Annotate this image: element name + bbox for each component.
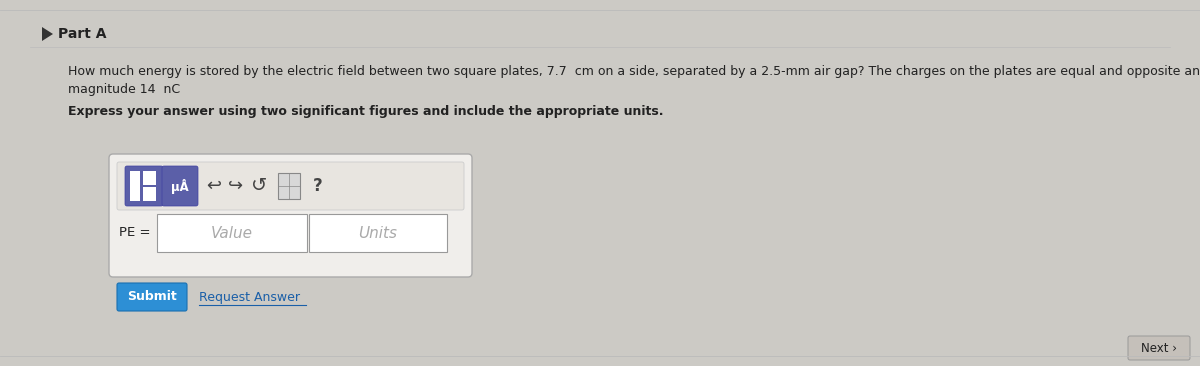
Bar bbox=[143, 187, 156, 201]
Bar bbox=[143, 171, 156, 185]
Text: magnitude 14  nC: magnitude 14 nC bbox=[68, 83, 180, 97]
Text: Express your answer using two significant figures and include the appropriate un: Express your answer using two significan… bbox=[68, 105, 664, 119]
Text: Next ›: Next › bbox=[1141, 341, 1177, 355]
Text: ↩: ↩ bbox=[206, 177, 222, 195]
Text: How much energy is stored by the electric field between two square plates, 7.7  : How much energy is stored by the electri… bbox=[68, 66, 1200, 78]
Text: Submit: Submit bbox=[127, 291, 176, 303]
FancyBboxPatch shape bbox=[162, 166, 198, 206]
Text: µÅ: µÅ bbox=[172, 179, 188, 194]
Polygon shape bbox=[42, 27, 53, 41]
FancyBboxPatch shape bbox=[109, 154, 472, 277]
Bar bbox=[310, 214, 446, 252]
Text: Part A: Part A bbox=[58, 27, 107, 41]
Text: Request Answer: Request Answer bbox=[199, 291, 300, 303]
FancyBboxPatch shape bbox=[1128, 336, 1190, 360]
Text: ↪: ↪ bbox=[228, 177, 244, 195]
Text: ?: ? bbox=[313, 177, 323, 195]
FancyBboxPatch shape bbox=[125, 166, 163, 206]
Text: Value: Value bbox=[211, 225, 253, 240]
FancyBboxPatch shape bbox=[118, 283, 187, 311]
FancyBboxPatch shape bbox=[118, 162, 464, 210]
Bar bbox=[130, 171, 140, 201]
Text: ↺: ↺ bbox=[251, 176, 268, 195]
Text: PE =: PE = bbox=[119, 227, 150, 239]
Bar bbox=[157, 214, 307, 252]
Bar bbox=[278, 173, 300, 199]
Text: Units: Units bbox=[359, 225, 397, 240]
